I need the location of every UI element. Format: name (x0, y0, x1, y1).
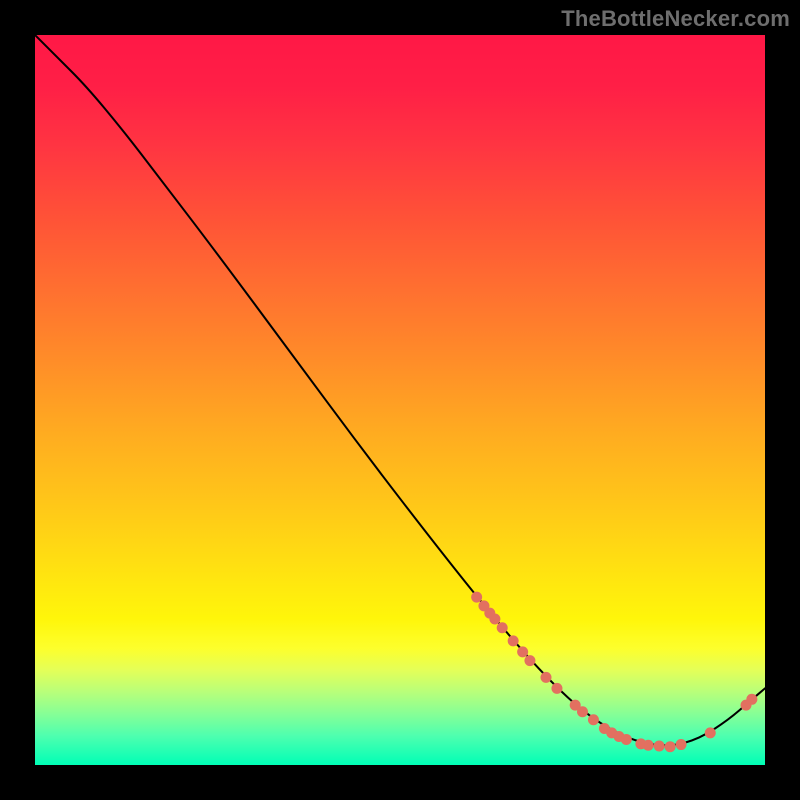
data-marker (665, 741, 676, 752)
data-marker (541, 672, 552, 683)
data-marker (676, 739, 687, 750)
data-marker (551, 683, 562, 694)
data-marker (643, 740, 654, 751)
data-marker (654, 741, 665, 752)
chart-background (35, 35, 765, 765)
data-marker (508, 635, 519, 646)
data-marker (489, 614, 500, 625)
data-marker (588, 714, 599, 725)
data-marker (471, 592, 482, 603)
data-marker (621, 734, 632, 745)
data-marker (746, 694, 757, 705)
watermark-text: TheBottleNecker.com (561, 6, 790, 32)
data-marker (705, 727, 716, 738)
data-marker (517, 646, 528, 657)
chart-frame: TheBottleNecker.com (0, 0, 800, 800)
data-marker (524, 655, 535, 666)
data-marker (497, 622, 508, 633)
bottleneck-chart (35, 35, 765, 765)
data-marker (577, 706, 588, 717)
